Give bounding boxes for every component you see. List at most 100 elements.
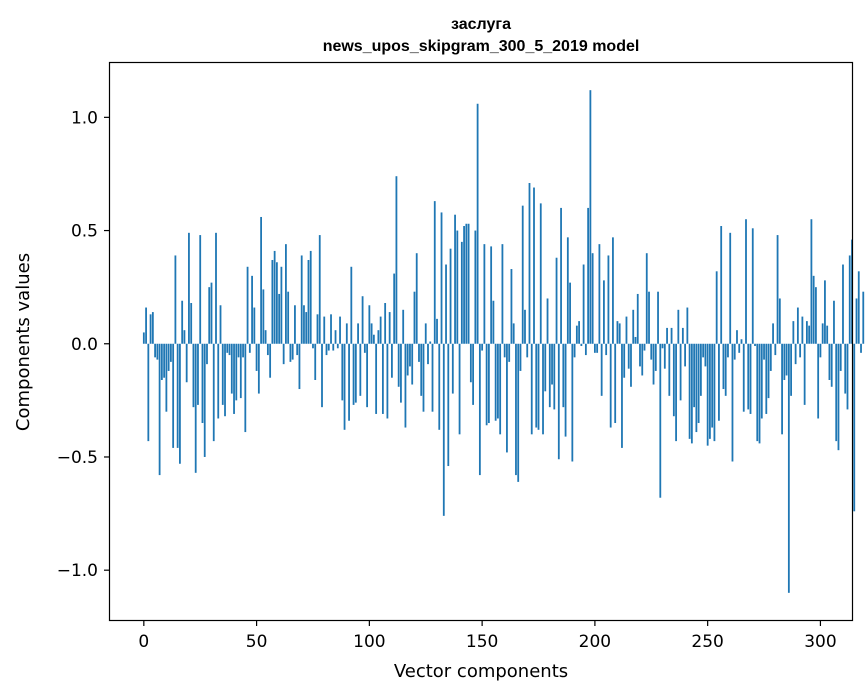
bar-251 [709, 343, 711, 439]
bar-293 [803, 343, 806, 405]
bar-80 [323, 316, 326, 344]
bar-19 [185, 343, 188, 383]
bar-176 [539, 203, 542, 344]
bar-126 [427, 343, 429, 365]
bar-124 [422, 343, 425, 412]
bar-172 [530, 343, 533, 435]
bar-265 [740, 339, 743, 344]
bar-297 [812, 275, 815, 344]
bar-313 [848, 255, 851, 344]
bar-18 [183, 330, 186, 344]
bar-266 [742, 343, 745, 412]
bar-284 [783, 343, 786, 380]
bar-104 [377, 330, 380, 344]
bar-68 [296, 343, 299, 356]
bar-310 [842, 264, 844, 344]
bar-99 [366, 343, 368, 408]
bar-319 [862, 291, 865, 344]
bar-45 [244, 343, 247, 433]
bar-14 [174, 255, 177, 344]
bar-186 [562, 343, 565, 408]
bar-142 [463, 226, 465, 344]
bar-85 [334, 330, 337, 344]
x-tick-label: 50 [246, 632, 268, 652]
bar-27 [203, 343, 206, 457]
bar-287 [790, 343, 792, 396]
x-tick-label: 300 [804, 632, 836, 652]
bar-62 [282, 343, 285, 365]
bar-307 [835, 343, 838, 442]
bar-168 [521, 205, 524, 344]
bar-220 [639, 343, 641, 367]
bar-110 [391, 343, 393, 378]
bar-189 [569, 282, 571, 344]
bar-242 [688, 343, 691, 439]
bar-271 [754, 343, 756, 347]
bar-129 [433, 201, 436, 344]
bar-309 [839, 343, 842, 371]
bar-311 [844, 343, 847, 394]
bar-136 [449, 248, 452, 344]
bar-106 [381, 343, 384, 414]
bar-154 [490, 246, 493, 344]
bar-272 [756, 343, 759, 442]
bar-218 [634, 336, 637, 344]
bar-208 [612, 237, 614, 344]
bar-116 [404, 343, 407, 428]
bar-301 [821, 323, 824, 344]
bar-121 [415, 253, 418, 344]
bar-250 [706, 343, 709, 446]
bar-125 [424, 323, 427, 344]
bar-173 [533, 187, 535, 344]
bar-305 [830, 343, 833, 387]
bar-23 [194, 343, 197, 473]
bar-245 [695, 343, 698, 433]
bar-228 [657, 291, 659, 344]
bar-155 [492, 300, 495, 344]
bar-141 [460, 241, 463, 344]
bar-147 [474, 230, 477, 344]
bar-199 [591, 253, 594, 344]
bar-46 [246, 266, 249, 344]
bar-198 [589, 90, 592, 344]
bar-82 [327, 343, 330, 351]
bar-71 [303, 305, 305, 344]
bar-217 [632, 309, 635, 344]
bar-130 [436, 318, 438, 344]
bar-36 [224, 343, 226, 417]
bar-140 [458, 343, 461, 435]
bar-209 [614, 343, 617, 424]
bar-162 [508, 343, 511, 362]
bar-257 [722, 343, 725, 390]
bar-304 [828, 343, 831, 380]
bar-298 [815, 287, 817, 344]
bar-113 [397, 343, 400, 387]
bar-131 [438, 343, 441, 430]
bar-312 [846, 343, 849, 410]
bar-256 [720, 226, 723, 344]
bar-29 [208, 287, 211, 344]
bar-243 [690, 343, 693, 444]
bar-series [142, 90, 865, 593]
bar-55 [266, 343, 269, 356]
bar-241 [686, 307, 689, 344]
bar-159 [501, 244, 504, 344]
bar-21 [190, 303, 193, 344]
bar-139 [456, 230, 459, 344]
bar-185 [560, 207, 562, 344]
bar-224 [648, 291, 650, 344]
bar-249 [704, 343, 707, 367]
bar-268 [747, 343, 750, 410]
bar-262 [733, 343, 736, 360]
bar-76 [314, 343, 317, 380]
bar-7 [158, 343, 161, 476]
bar-174 [535, 343, 538, 428]
bar-203 [600, 343, 603, 396]
bar-122 [418, 343, 420, 362]
y-tick-label: 0.0 [71, 335, 98, 355]
bar-66 [291, 343, 294, 360]
bar-32 [215, 232, 217, 344]
bar-10 [165, 343, 168, 412]
bar-114 [400, 343, 402, 403]
bar-107 [384, 303, 387, 344]
